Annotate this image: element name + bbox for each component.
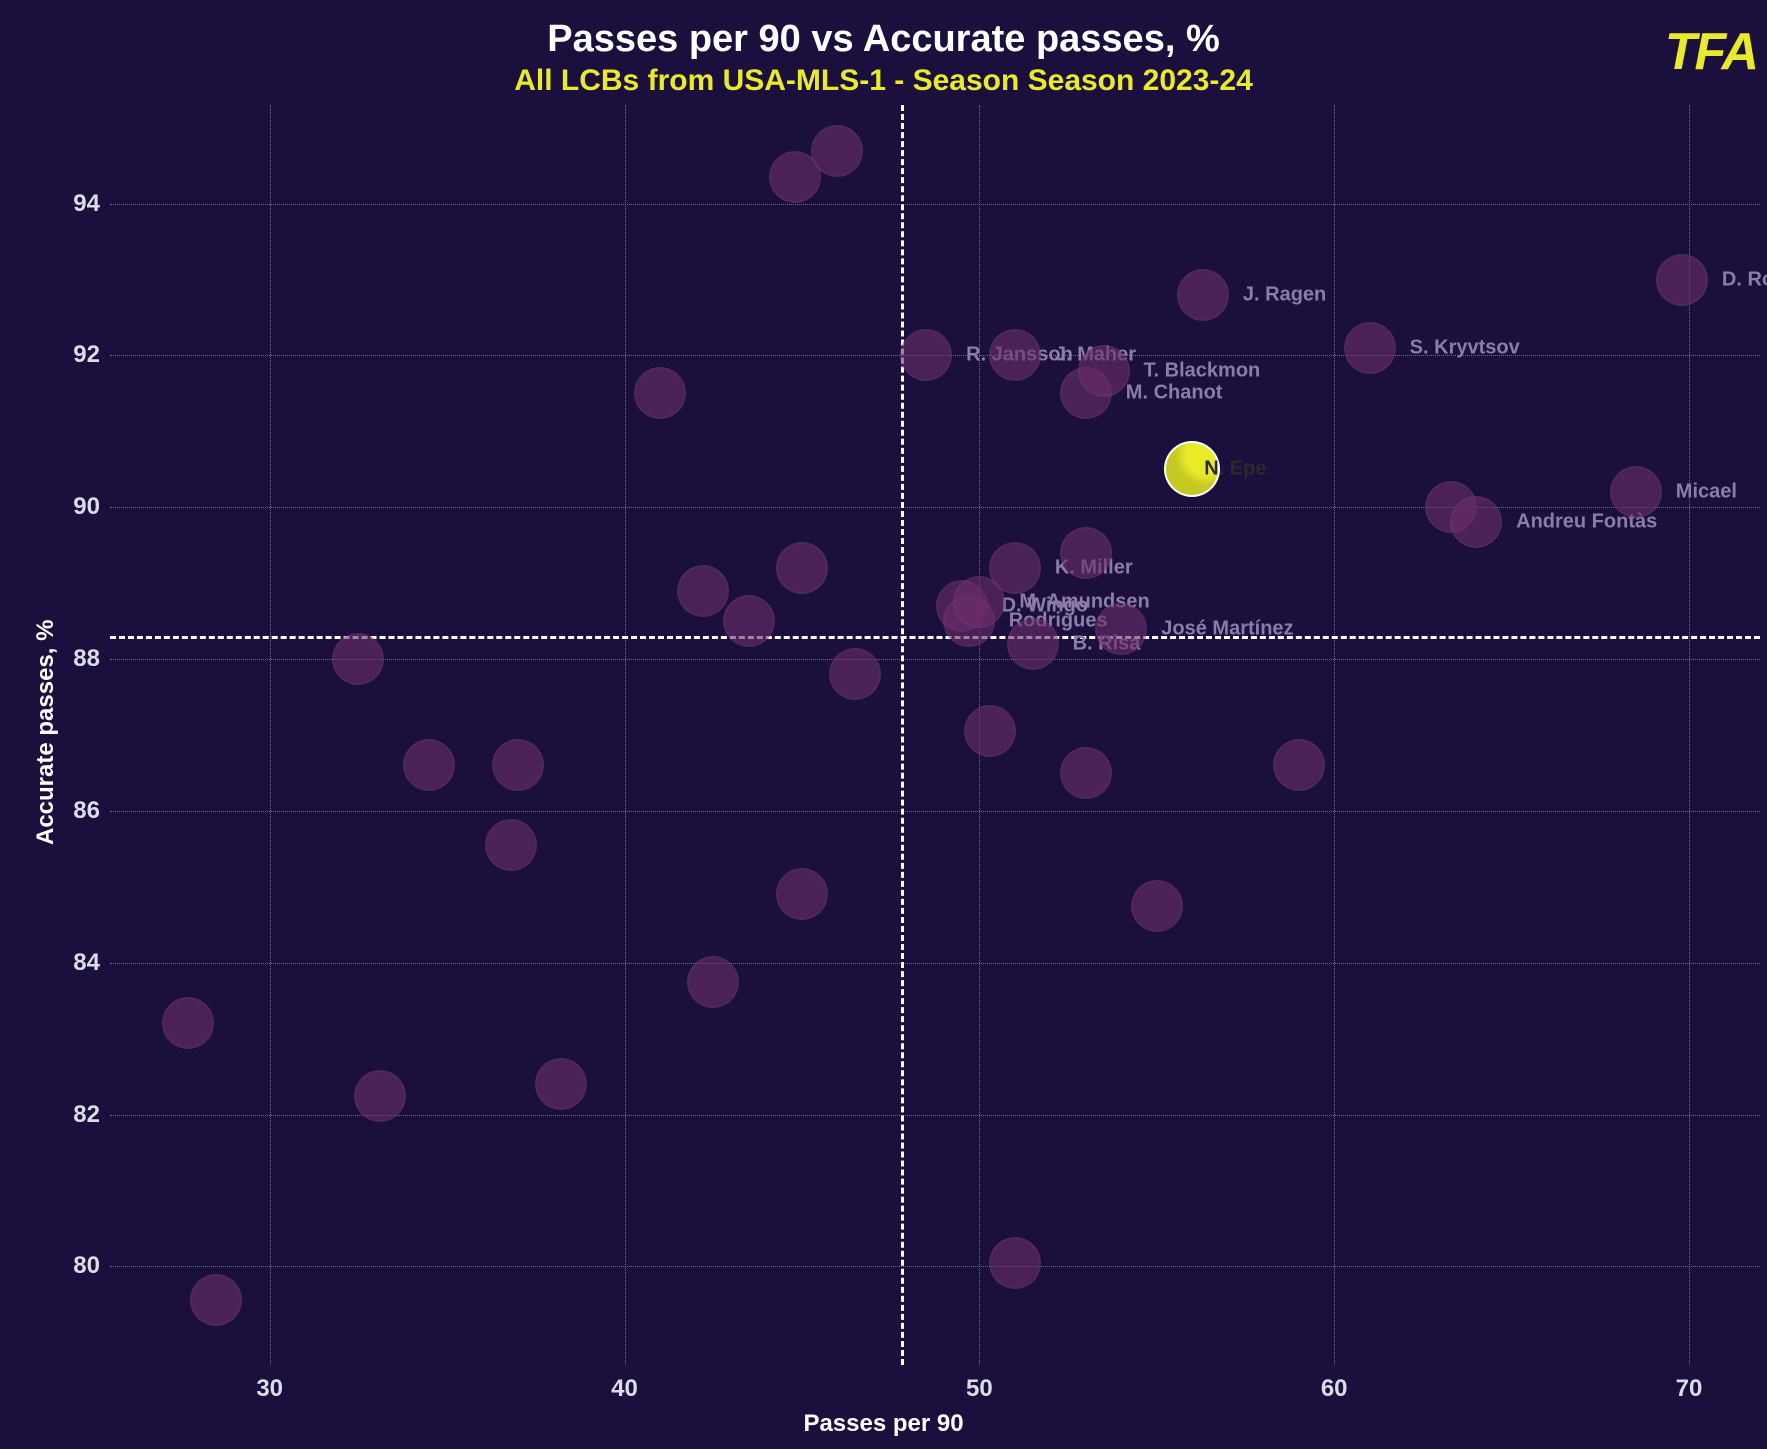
point-label: José Martínez [1161, 617, 1293, 640]
scatter-point [723, 595, 775, 647]
scatter-point [1060, 527, 1112, 579]
y-tick-label: 88 [55, 645, 100, 673]
scatter-point [900, 329, 952, 381]
scatter-point [1131, 880, 1183, 932]
gridline-y [110, 811, 1760, 812]
y-tick-label: 84 [55, 949, 100, 977]
scatter-point [1610, 466, 1662, 518]
scatter-point [1007, 618, 1059, 670]
scatter-point [964, 705, 1016, 757]
x-axis-label: Passes per 90 [0, 1410, 1767, 1438]
point-label: S. Kryvtsov [1410, 336, 1520, 359]
chart-subtitle: All LCBs from USA-MLS-1 - Season Season … [0, 64, 1767, 98]
y-tick-label: 94 [55, 190, 100, 218]
chart-title: Passes per 90 vs Accurate passes, % [0, 18, 1767, 61]
scatter-point [829, 648, 881, 700]
gridline-y [110, 1115, 1760, 1116]
plot-area: R. JanssonD. WingoRodriguesM. AmundsenK.… [110, 105, 1760, 1365]
point-label: Micael [1676, 481, 1737, 504]
x-tick-label: 50 [966, 1375, 993, 1403]
chart-container: Passes per 90 vs Accurate passes, % All … [0, 0, 1767, 1449]
point-label: J. Ragen [1243, 283, 1326, 306]
gridline-y [110, 507, 1760, 508]
scatter-point [535, 1058, 587, 1110]
scatter-point [1078, 345, 1130, 397]
scatter-point [776, 868, 828, 920]
scatter-point [989, 329, 1041, 381]
scatter-point [776, 542, 828, 594]
gridline-x [1334, 105, 1335, 1365]
scatter-point [492, 739, 544, 791]
scatter-point [811, 125, 863, 177]
point-label: D. Romney [1722, 268, 1767, 291]
scatter-point [1656, 254, 1708, 306]
y-tick-label: 80 [55, 1252, 100, 1280]
scatter-point [677, 565, 729, 617]
scatter-point [989, 542, 1041, 594]
gridline-y [110, 204, 1760, 205]
scatter-point [687, 956, 739, 1008]
x-tick-label: 30 [256, 1375, 283, 1403]
gridline-y [110, 1266, 1760, 1267]
point-label: N. Epe [1204, 458, 1266, 481]
gridline-x [270, 105, 271, 1365]
y-tick-label: 90 [55, 493, 100, 521]
scatter-point [162, 997, 214, 1049]
scatter-point [989, 1237, 1041, 1289]
reference-line-x [901, 105, 904, 1365]
scatter-point [1095, 603, 1147, 655]
point-label: M. Chanot [1126, 382, 1223, 405]
x-tick-label: 40 [611, 1375, 638, 1403]
scatter-point [1177, 269, 1229, 321]
watermark: TFA [1665, 22, 1757, 82]
scatter-point [190, 1274, 242, 1326]
y-tick-label: 82 [55, 1101, 100, 1129]
scatter-point [1273, 739, 1325, 791]
x-tick-label: 60 [1321, 1375, 1348, 1403]
gridline-x [625, 105, 626, 1365]
scatter-point [1344, 322, 1396, 374]
scatter-point [634, 367, 686, 419]
point-label: T. Blackmon [1144, 359, 1261, 382]
scatter-point [1450, 496, 1502, 548]
x-tick-label: 70 [1676, 1375, 1703, 1403]
scatter-point [403, 739, 455, 791]
y-tick-label: 92 [55, 341, 100, 369]
gridline-y [110, 963, 1760, 964]
scatter-point [354, 1070, 406, 1122]
scatter-point [1060, 747, 1112, 799]
scatter-point [332, 633, 384, 685]
y-tick-label: 86 [55, 797, 100, 825]
scatter-point [485, 819, 537, 871]
